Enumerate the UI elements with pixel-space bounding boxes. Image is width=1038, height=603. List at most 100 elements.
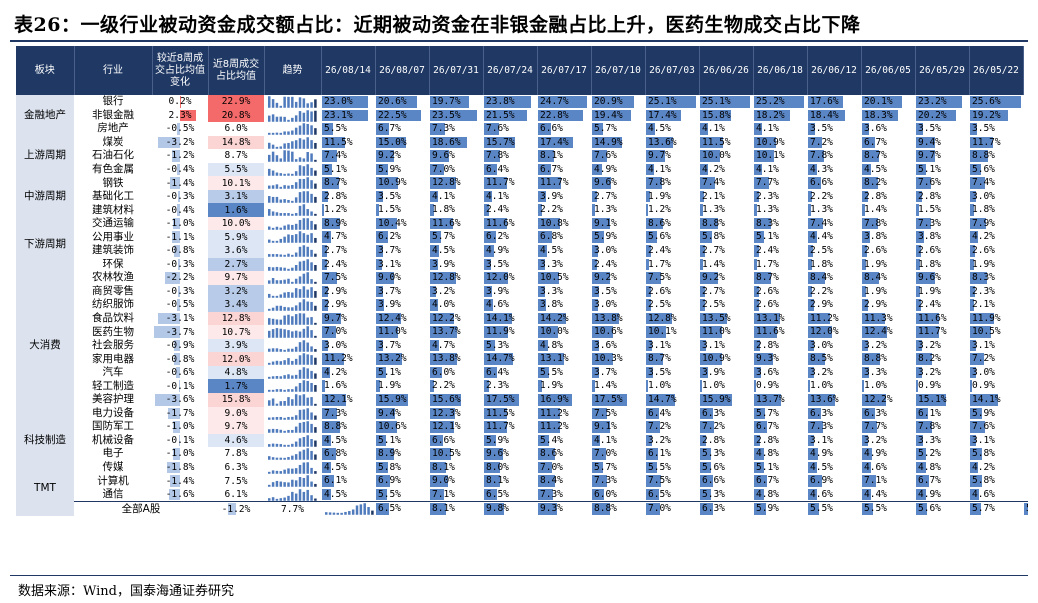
share-value: 3.7% [378, 339, 401, 351]
share-bar [538, 503, 557, 515]
share-value: 4.1% [702, 123, 725, 135]
industry-cell: 煤炭 [102, 135, 124, 148]
sparkline-bar [306, 301, 309, 311]
sparkline-bar [306, 191, 309, 203]
share-value: 5.3% [702, 488, 725, 500]
share-cell: 4.8% [753, 447, 807, 461]
share-bar [754, 123, 763, 135]
share-value: 11.9% [486, 326, 515, 338]
sparkline-bar [271, 457, 275, 460]
industry-cell: 房地产 [97, 122, 129, 135]
share-value: 14.2% [540, 312, 569, 324]
share-bar [592, 448, 606, 460]
share-cell: 3.2% [861, 339, 915, 353]
sparkline-bar [306, 289, 309, 298]
share-bar [862, 150, 880, 162]
share-value: 4.1% [486, 190, 509, 202]
share-bar [808, 123, 815, 135]
share-cell: 4.1% [645, 163, 699, 177]
share-value: 12.2% [432, 312, 461, 324]
share-bar [754, 96, 805, 108]
share-cell: 3.2% [429, 285, 483, 299]
share-cell: 7.6% [915, 176, 969, 190]
sparkline-bar [287, 234, 290, 244]
share-bar [484, 339, 495, 352]
share-bar [646, 204, 649, 216]
table-row: 美容护理 -3.6% 15.8% 12.1% 15.9% 15.6% 17.5% 16.9% 1… [16, 393, 1028, 407]
share-cell: 5.7% [591, 461, 645, 475]
sparkline-bar [306, 368, 309, 379]
share-value: 21.5% [486, 109, 515, 121]
share-cell: 3.1% [375, 258, 429, 272]
sparkline-bar [287, 430, 290, 433]
sparkline-bar [291, 140, 294, 149]
trend-sparkline [268, 461, 317, 474]
share-value: 2.1% [972, 299, 995, 311]
share-cell: 6.9% [807, 474, 861, 488]
share-value: 4.8% [918, 461, 941, 473]
share-bar [430, 488, 445, 501]
change-bar [177, 190, 180, 203]
share-value: 9.2% [378, 150, 401, 162]
change-value: -1.4% [165, 177, 195, 189]
share-value: 5.8% [972, 475, 995, 487]
share-bar [538, 488, 553, 501]
share-value: 7.1% [864, 475, 887, 487]
share-bar [322, 163, 333, 176]
share-value: 8.4% [864, 272, 887, 284]
share-bar [484, 326, 508, 338]
share-bar [538, 285, 545, 298]
header-date: 26/08/07 [375, 46, 430, 95]
share-value: 2.7% [594, 190, 617, 202]
share-bar [430, 177, 456, 189]
sparkline-bar [306, 152, 309, 162]
sparkline-bar [298, 276, 302, 284]
sparkline-bar [302, 123, 306, 135]
share-bar [592, 461, 604, 474]
share-bar [916, 96, 963, 108]
share-cell: 6.7% [537, 163, 591, 177]
share-value: 11.6% [486, 217, 515, 229]
trend-sparkline [268, 353, 317, 366]
share-value: 12.2% [864, 394, 893, 406]
sparkline-bar [279, 361, 283, 366]
share-value: 6.3% [864, 407, 887, 419]
sparkline-bar [294, 182, 298, 190]
sparkline-bar [302, 245, 306, 257]
sparkline-bar [271, 278, 275, 284]
trend-cell [264, 95, 321, 109]
share-bar [754, 326, 778, 338]
share-cell: 5.7% [753, 407, 807, 421]
share-value: 3.5% [918, 123, 941, 135]
share-value: 2.9% [324, 299, 347, 311]
share-cell: 1.0% [807, 379, 861, 393]
share-bar [970, 366, 976, 379]
sparkline-bar [279, 376, 283, 379]
share-bar [484, 299, 494, 311]
share-bar [754, 217, 771, 230]
share-value: 10.4% [378, 217, 407, 229]
industry-cell: 农林牧渔 [92, 271, 134, 284]
share-bar [538, 326, 558, 338]
share-value: 10.6% [378, 421, 407, 433]
share-cell: 7.0% [645, 501, 699, 516]
change-cell: -1.1% [152, 230, 208, 244]
share-bar [538, 217, 560, 230]
share-cell: 23.8% [483, 95, 537, 109]
change-bar [170, 177, 180, 189]
sparkline-bar [294, 234, 298, 244]
sparkline-bar [294, 213, 298, 217]
share-cell: 6.1% [645, 447, 699, 461]
change-bar [177, 204, 180, 216]
share-value: 2.6% [918, 245, 941, 257]
avg-value: 12.8% [221, 313, 251, 325]
sparkline-bar [268, 471, 271, 474]
share-cell: 4.6% [483, 298, 537, 312]
sparkline-bar [298, 302, 302, 311]
share-cell: 6.7% [375, 122, 429, 136]
share-cell: 13.6% [645, 136, 699, 150]
share-cell: 4.4% [807, 230, 861, 244]
share-cell: 5.3% [483, 339, 537, 353]
sparkline-bar [306, 326, 309, 339]
avg-cell: 9.7% [208, 420, 264, 434]
